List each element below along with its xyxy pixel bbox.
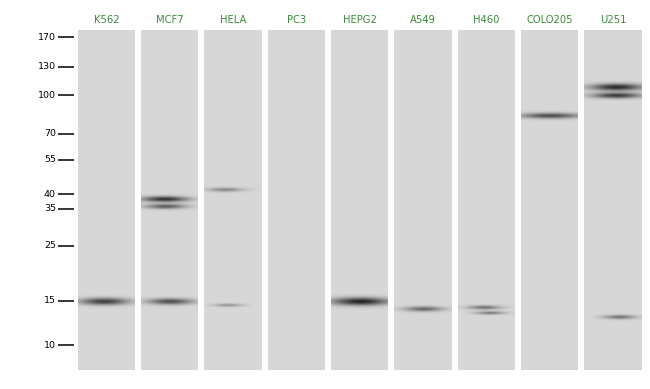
Text: 10: 10 [44,340,56,349]
Text: HEPG2: HEPG2 [343,15,377,25]
Text: COLO205: COLO205 [526,15,573,25]
Text: 100: 100 [38,91,56,100]
Text: HELA: HELA [220,15,246,25]
Text: A549: A549 [410,15,436,25]
Text: 130: 130 [38,62,56,71]
Text: PC3: PC3 [287,15,306,25]
Text: MCF7: MCF7 [156,15,184,25]
Text: H460: H460 [473,15,500,25]
Text: 55: 55 [44,156,56,165]
Text: 35: 35 [44,205,56,214]
Text: 70: 70 [44,129,56,138]
Text: K562: K562 [94,15,120,25]
Text: 15: 15 [44,296,56,305]
Text: U251: U251 [600,15,627,25]
Text: 40: 40 [44,190,56,199]
Text: 170: 170 [38,33,56,42]
Text: 25: 25 [44,241,56,250]
